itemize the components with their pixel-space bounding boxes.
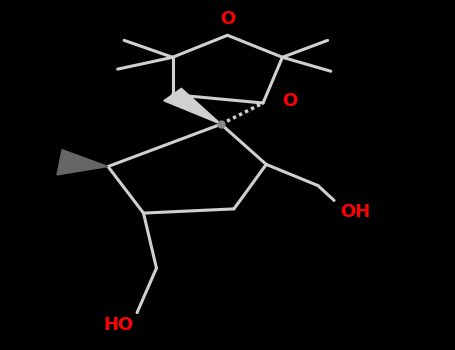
Polygon shape xyxy=(164,88,221,124)
Text: OH: OH xyxy=(340,203,371,220)
Text: O: O xyxy=(283,92,298,110)
Polygon shape xyxy=(57,150,108,175)
Text: HO: HO xyxy=(104,316,134,334)
Text: O: O xyxy=(220,10,235,28)
